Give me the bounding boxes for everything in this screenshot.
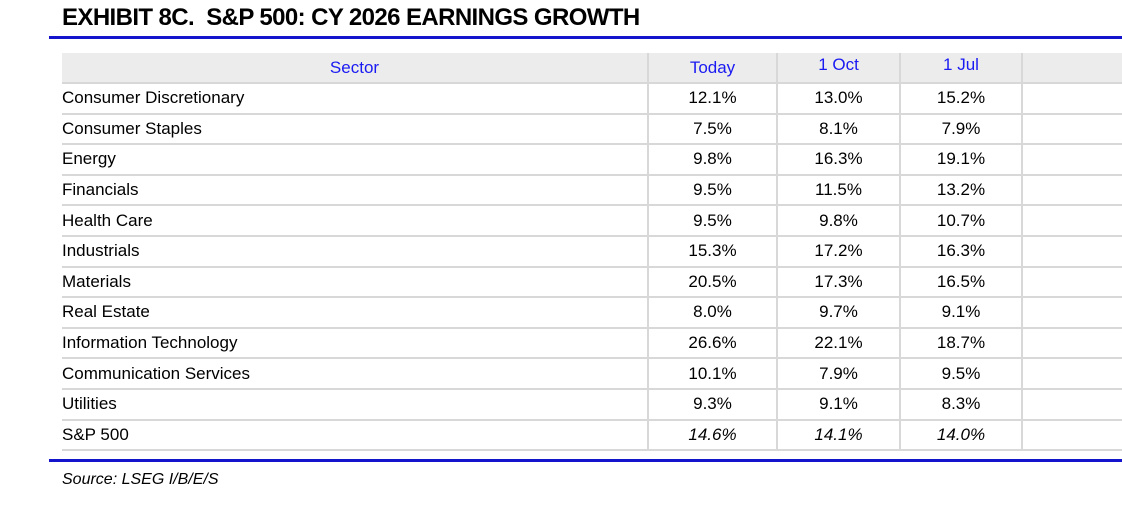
sector-cell: Real Estate xyxy=(62,297,649,329)
table-row: Consumer Staples 7.5% 8.1% 7.9% xyxy=(62,113,1122,146)
column-header-sector: Sector xyxy=(62,53,649,84)
column-header-1jul-label: 1 Jul xyxy=(943,54,979,74)
table-row: Utilities 9.3% 9.1% 8.3% xyxy=(62,388,1122,421)
table-row: Materials 20.5% 17.3% 16.5% xyxy=(62,266,1122,299)
column-header-1oct: 1 Oct xyxy=(777,53,901,84)
value-cell: 18.7% xyxy=(900,327,1023,360)
value-cell: 9.8% xyxy=(777,205,901,237)
value-cell: 11.5% xyxy=(777,174,901,207)
empty-cell xyxy=(1022,419,1122,452)
value-cell: 8.0% xyxy=(648,297,778,329)
sector-cell: S&P 500 xyxy=(62,419,649,452)
value-cell: 9.3% xyxy=(648,388,778,421)
table-row: Communication Services 10.1% 7.9% 9.5% xyxy=(62,358,1122,390)
sector-cell: Health Care xyxy=(62,205,649,237)
value-cell: 20.5% xyxy=(648,266,778,299)
empty-cell xyxy=(1022,388,1122,421)
sector-cell: Consumer Discretionary xyxy=(62,83,649,115)
source-note: Source: LSEG I/B/E/S xyxy=(62,471,219,488)
value-cell: 9.7% xyxy=(777,297,901,329)
column-header-1jul: 1 Jul xyxy=(900,53,1023,84)
value-cell: 8.3% xyxy=(900,388,1023,421)
column-header-empty xyxy=(1022,53,1122,84)
sector-cell: Financials xyxy=(62,174,649,207)
column-header-1oct-label: 1 Oct xyxy=(818,54,859,74)
empty-cell xyxy=(1022,266,1122,299)
sector-cell: Industrials xyxy=(62,235,649,268)
empty-cell xyxy=(1022,144,1122,176)
value-cell: 13.2% xyxy=(900,174,1023,207)
earnings-growth-table: Sector Today 1 Oct 1 Jul Consumer Discre… xyxy=(62,53,1122,452)
sector-cell: Information Technology xyxy=(62,327,649,360)
value-cell: 16.3% xyxy=(900,235,1023,268)
sector-cell: Utilities xyxy=(62,388,649,421)
value-cell: 10.7% xyxy=(900,205,1023,237)
empty-cell xyxy=(1022,297,1122,329)
value-cell: 13.0% xyxy=(777,83,901,115)
empty-cell xyxy=(1022,83,1122,115)
empty-cell xyxy=(1022,205,1122,237)
value-cell: 15.3% xyxy=(648,235,778,268)
header-row: Sector Today 1 Oct 1 Jul xyxy=(62,53,1122,84)
table-row: S&P 500 14.6% 14.1% 14.0% xyxy=(62,419,1122,452)
table-bottom-rule xyxy=(49,459,1122,462)
table-row: Information Technology 26.6% 22.1% 18.7% xyxy=(62,327,1122,360)
value-cell: 12.1% xyxy=(648,83,778,115)
empty-cell xyxy=(1022,358,1122,390)
empty-cell xyxy=(1022,113,1122,146)
value-cell: 7.5% xyxy=(648,113,778,146)
value-cell: 17.2% xyxy=(777,235,901,268)
value-cell: 17.3% xyxy=(777,266,901,299)
value-cell: 14.0% xyxy=(900,419,1023,452)
value-cell: 26.6% xyxy=(648,327,778,360)
value-cell: 16.5% xyxy=(900,266,1023,299)
value-cell: 10.1% xyxy=(648,358,778,390)
value-cell: 9.5% xyxy=(648,205,778,237)
empty-cell xyxy=(1022,235,1122,268)
sector-cell: Communication Services xyxy=(62,358,649,390)
table-row: Health Care 9.5% 9.8% 10.7% xyxy=(62,205,1122,237)
column-header-today: Today xyxy=(648,53,778,84)
value-cell: 9.5% xyxy=(648,174,778,207)
title-divider-rule xyxy=(49,36,1122,39)
empty-cell xyxy=(1022,327,1122,360)
table-row: Consumer Discretionary 12.1% 13.0% 15.2% xyxy=(62,83,1122,115)
value-cell: 7.9% xyxy=(900,113,1023,146)
value-cell: 22.1% xyxy=(777,327,901,360)
value-cell: 14.1% xyxy=(777,419,901,452)
sector-cell: Consumer Staples xyxy=(62,113,649,146)
value-cell: 8.1% xyxy=(777,113,901,146)
table-row: Real Estate 8.0% 9.7% 9.1% xyxy=(62,297,1122,329)
value-cell: 14.6% xyxy=(648,419,778,452)
value-cell: 9.5% xyxy=(900,358,1023,390)
sector-cell: Energy xyxy=(62,144,649,176)
table-row: Energy 9.8% 16.3% 19.1% xyxy=(62,144,1122,176)
table-row: Industrials 15.3% 17.2% 16.3% xyxy=(62,235,1122,268)
table-row: Financials 9.5% 11.5% 13.2% xyxy=(62,174,1122,207)
value-cell: 9.1% xyxy=(900,297,1023,329)
value-cell: 15.2% xyxy=(900,83,1023,115)
value-cell: 16.3% xyxy=(777,144,901,176)
value-cell: 19.1% xyxy=(900,144,1023,176)
value-cell: 9.8% xyxy=(648,144,778,176)
empty-cell xyxy=(1022,174,1122,207)
exhibit-title: EXHIBIT 8C. S&P 500: CY 2026 EARNINGS GR… xyxy=(62,4,640,31)
value-cell: 7.9% xyxy=(777,358,901,390)
value-cell: 9.1% xyxy=(777,388,901,421)
sector-cell: Materials xyxy=(62,266,649,299)
